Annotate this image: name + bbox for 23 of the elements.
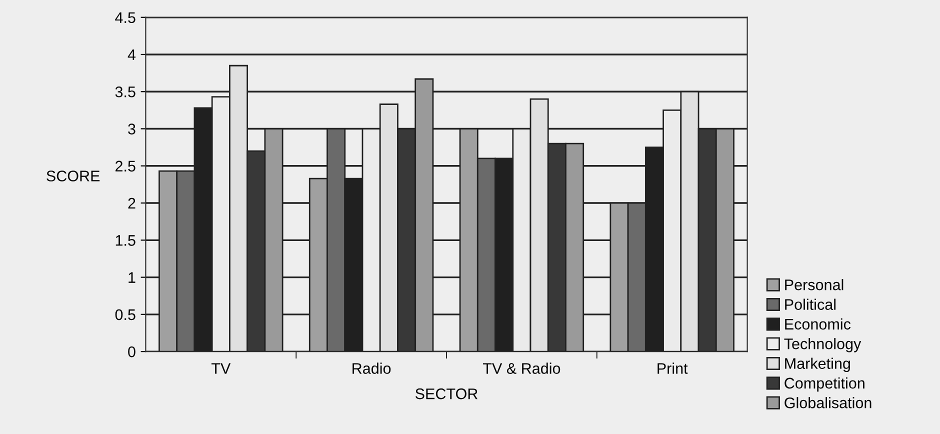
x-tick-label: TV & Radio <box>482 362 560 374</box>
y-tick-label: 1 <box>128 272 136 283</box>
y-tick-label: 4.5 <box>115 12 136 24</box>
legend-label: Political <box>785 298 836 310</box>
x-axis-title: SECTOR <box>415 388 478 400</box>
legend-label: Globalisation <box>784 397 872 408</box>
legend-label: Marketing <box>785 358 850 372</box>
x-tick-label: Radio <box>352 362 391 374</box>
y-tick-label: 1.5 <box>116 235 136 246</box>
x-tick-label: Print <box>658 362 688 374</box>
y-tick-label: 3.5 <box>115 86 136 98</box>
legend-label: Competition <box>784 377 864 392</box>
legend-label: Personal <box>785 279 844 290</box>
y-tick-label: 0 <box>128 346 136 358</box>
y-axis-title: SCORE <box>46 170 100 182</box>
legend-label: Economic <box>785 318 851 330</box>
y-tick-label: 4 <box>128 50 136 60</box>
x-tick-label: TV <box>211 363 231 374</box>
y-tick-label: 2 <box>128 198 136 209</box>
y-tick-label: 2.5 <box>116 160 136 172</box>
y-tick-label: 0.5 <box>115 309 136 320</box>
legend-label: Technology <box>784 338 862 352</box>
y-tick-label: 3 <box>128 124 136 134</box>
